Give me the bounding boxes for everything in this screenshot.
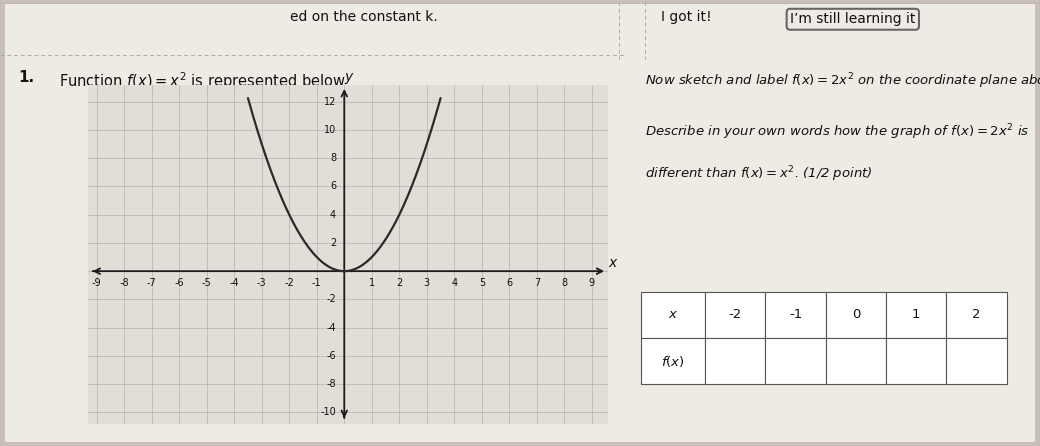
Bar: [946, 292, 1007, 338]
Bar: [886, 338, 946, 384]
Text: -9: -9: [92, 277, 102, 288]
Text: -8: -8: [120, 277, 129, 288]
Bar: [705, 338, 765, 384]
Text: 1: 1: [369, 277, 374, 288]
Text: -2: -2: [284, 277, 294, 288]
Bar: [765, 338, 826, 384]
Text: different than $f(x) = x^2$. (1/2 point): different than $f(x) = x^2$. (1/2 point): [645, 165, 873, 184]
Text: 1: 1: [912, 308, 920, 321]
Text: I got it!: I got it!: [661, 10, 711, 24]
Text: 3: 3: [423, 277, 430, 288]
Text: -1: -1: [789, 308, 802, 321]
Text: Describe in your own words how the graph of $f(x) = 2x^2$ is: Describe in your own words how the graph…: [645, 122, 1030, 141]
Text: 0: 0: [852, 308, 860, 321]
Text: -10: -10: [320, 407, 336, 417]
Text: -2: -2: [327, 294, 336, 305]
Text: 4: 4: [330, 210, 336, 220]
Bar: [705, 292, 765, 338]
Text: $x$: $x$: [668, 308, 678, 321]
Bar: [886, 292, 946, 338]
Text: -6: -6: [175, 277, 184, 288]
Text: -6: -6: [327, 351, 336, 361]
Text: 9: 9: [589, 277, 595, 288]
Text: Function $f(x) = x^2$ is represented below: Function $f(x) = x^2$ is represented bel…: [59, 70, 346, 91]
Bar: [765, 292, 826, 338]
Bar: [641, 292, 705, 338]
Text: -4: -4: [230, 277, 239, 288]
Text: 8: 8: [562, 277, 568, 288]
Text: ed on the constant k.: ed on the constant k.: [290, 10, 438, 24]
Text: 6: 6: [506, 277, 513, 288]
Text: -8: -8: [327, 379, 336, 389]
Text: 10: 10: [323, 125, 336, 135]
Bar: [826, 338, 886, 384]
Text: -1: -1: [312, 277, 321, 288]
Text: -7: -7: [147, 277, 157, 288]
Text: 1.: 1.: [19, 70, 35, 85]
Text: Now sketch and label $f(x) = 2x^2$ on the coordinate plane above.: Now sketch and label $f(x) = 2x^2$ on th…: [645, 72, 1040, 91]
Text: 7: 7: [534, 277, 540, 288]
Text: 6: 6: [330, 182, 336, 191]
Bar: [641, 338, 705, 384]
Text: 5: 5: [478, 277, 485, 288]
Bar: [946, 338, 1007, 384]
Text: $x$: $x$: [608, 256, 619, 270]
Text: -4: -4: [327, 322, 336, 333]
Text: $f(x)$: $f(x)$: [661, 354, 684, 369]
Text: 4: 4: [451, 277, 458, 288]
Text: 8: 8: [330, 153, 336, 163]
Text: 2: 2: [330, 238, 336, 248]
Text: -3: -3: [257, 277, 266, 288]
Text: -2: -2: [729, 308, 742, 321]
Text: $y$: $y$: [344, 71, 355, 86]
Text: -5: -5: [202, 277, 211, 288]
Text: 2: 2: [396, 277, 402, 288]
Text: I’m still learning it: I’m still learning it: [790, 12, 915, 26]
Bar: [826, 292, 886, 338]
Text: 12: 12: [323, 97, 336, 107]
Text: 2: 2: [972, 308, 981, 321]
